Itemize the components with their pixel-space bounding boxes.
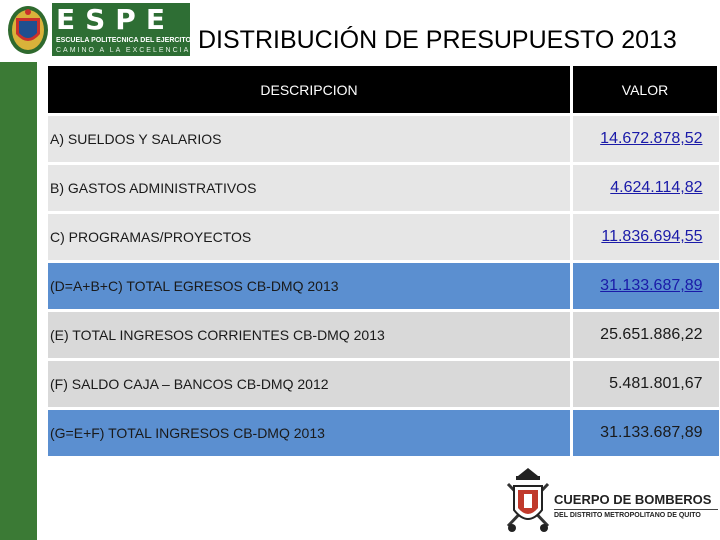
table-row: (D=A+B+C) TOTAL EGRESOS CB-DMQ 2013 31.1… xyxy=(48,261,719,312)
row-description: (D=A+B+C) TOTAL EGRESOS CB-DMQ 2013 xyxy=(48,261,573,312)
espe-crest-icon xyxy=(8,6,48,54)
bomberos-name: CUERPO DE BOMBEROS xyxy=(554,492,712,507)
budget-table: DESCRIPCION VALOR A) SUELDOS Y SALARIOS … xyxy=(48,66,720,459)
row-description: A) SUELDOS Y SALARIOS xyxy=(48,114,573,165)
value-link[interactable]: 4.624.114,82 xyxy=(610,179,703,196)
bomberos-subtitle: DEL DISTRITO METROPOLITANO DE QUITO xyxy=(554,512,701,519)
table-row: (E) TOTAL INGRESOS CORRIENTES CB-DMQ 201… xyxy=(48,310,719,361)
left-green-bar xyxy=(0,0,37,540)
row-value: 31.133.687,89 xyxy=(571,261,719,312)
row-description: (E) TOTAL INGRESOS CORRIENTES CB-DMQ 201… xyxy=(48,310,573,361)
bomberos-divider xyxy=(554,509,718,510)
value-link[interactable]: 14.672.878,52 xyxy=(600,130,703,147)
table-header-row: DESCRIPCION VALOR xyxy=(48,66,720,116)
row-value: 14.672.878,52 xyxy=(571,114,719,165)
row-description: (F) SALDO CAJA – BANCOS CB-DMQ 2012 xyxy=(48,359,573,410)
row-description: (G=E+F) TOTAL INGRESOS CB-DMQ 2013 xyxy=(48,408,573,459)
firefighter-emblem-icon xyxy=(506,468,550,532)
espe-brand-panel: ESPE ESCUELA POLITECNICA DEL EJERCITO CA… xyxy=(52,3,191,56)
table-row: (G=E+F) TOTAL INGRESOS CB-DMQ 2013 31.13… xyxy=(48,408,719,459)
row-description: C) PROGRAMAS/PROYECTOS xyxy=(48,212,573,263)
espe-wordmark: ESPE xyxy=(56,3,175,36)
value-link[interactable]: 11.836.694,55 xyxy=(601,228,703,245)
bomberos-logo: CUERPO DE BOMBEROS DEL DISTRITO METROPOL… xyxy=(500,466,720,540)
row-value: 31.133.687,89 xyxy=(571,408,719,459)
espe-motto: CAMINO A LA EXCELENCIA xyxy=(56,47,191,54)
row-value: 5.481.801,67 xyxy=(571,359,719,410)
page-title: DISTRIBUCIÓN DE PRESUPUESTO 2013 xyxy=(198,26,677,54)
row-description: B) GASTOS ADMINISTRATIVOS xyxy=(48,163,573,214)
value-link[interactable]: 31.133.687,89 xyxy=(600,277,703,294)
table-row: A) SUELDOS Y SALARIOS 14.672.878,52 xyxy=(48,114,719,165)
espe-subtitle: ESCUELA POLITECNICA DEL EJERCITO xyxy=(56,37,191,44)
table-row: (F) SALDO CAJA – BANCOS CB-DMQ 2012 5.48… xyxy=(48,359,719,410)
column-header-description: DESCRIPCION xyxy=(48,66,573,116)
column-header-value: VALOR xyxy=(571,66,720,116)
espe-logo: ESPE ESCUELA POLITECNICA DEL EJERCITO CA… xyxy=(0,0,191,62)
table-row: C) PROGRAMAS/PROYECTOS 11.836.694,55 xyxy=(48,212,719,263)
row-value: 4.624.114,82 xyxy=(571,163,719,214)
row-value: 11.836.694,55 xyxy=(571,212,719,263)
row-value: 25.651.886,22 xyxy=(571,310,719,361)
table-row: B) GASTOS ADMINISTRATIVOS 4.624.114,82 xyxy=(48,163,719,214)
